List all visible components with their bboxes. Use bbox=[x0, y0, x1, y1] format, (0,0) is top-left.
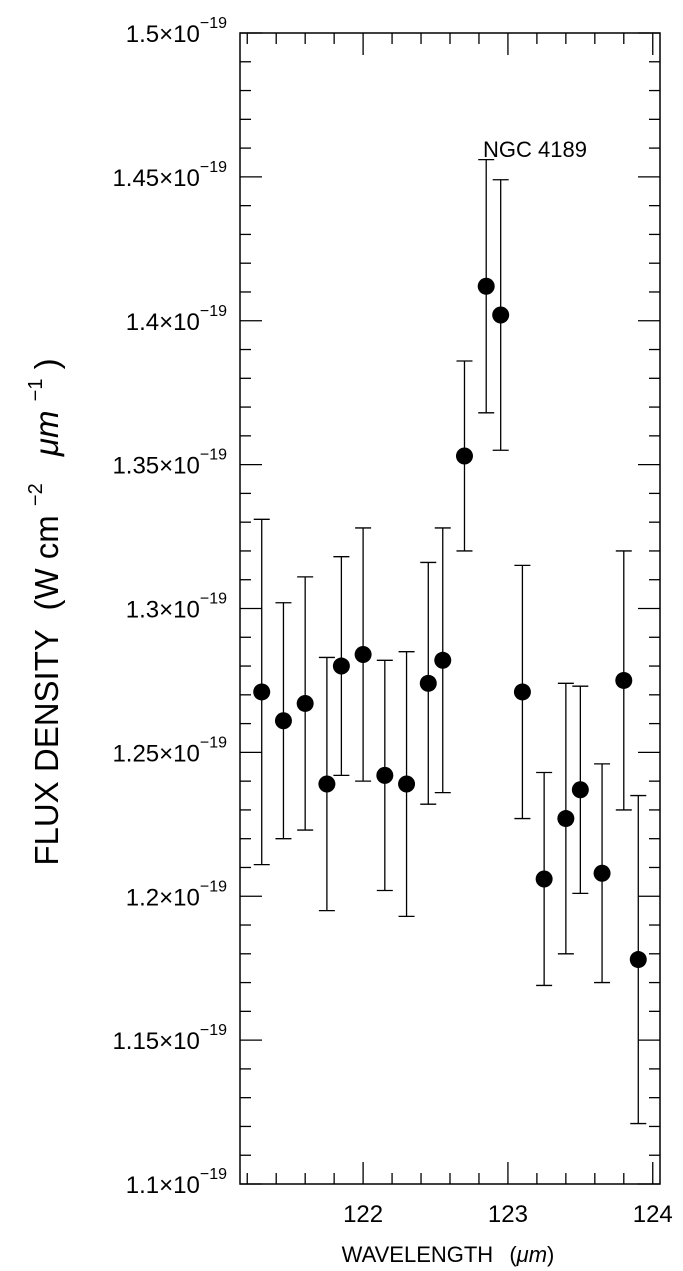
y-tick-label: 1.15×10−19 bbox=[112, 1022, 227, 1055]
data-point bbox=[296, 694, 314, 712]
y-tick-label: 1.4×10−19 bbox=[126, 303, 227, 336]
x-axis-label: WAVELENGTH (μm) bbox=[342, 1242, 555, 1267]
data-point bbox=[629, 951, 647, 969]
data-point bbox=[376, 766, 394, 784]
error-bars bbox=[253, 158, 647, 1125]
x-tick-label: 122 bbox=[343, 1201, 383, 1228]
data-point bbox=[253, 683, 271, 701]
data-point bbox=[332, 657, 350, 675]
x-tick-label: 123 bbox=[488, 1201, 528, 1228]
x-tick-labels: 122 123 124 bbox=[343, 1201, 673, 1228]
y-axis-unit-exp1: −2 bbox=[25, 483, 47, 506]
y-tick-label: 1.3×10−19 bbox=[126, 591, 227, 624]
y-tick-label: 1.25×10−19 bbox=[112, 734, 227, 767]
x-tick-label: 124 bbox=[633, 1201, 673, 1228]
data-point bbox=[477, 277, 495, 295]
y-tick-label: 1.1×10−19 bbox=[126, 1166, 227, 1199]
data-point bbox=[535, 870, 553, 888]
data-point bbox=[557, 810, 575, 828]
data-point bbox=[354, 646, 372, 664]
y-tick-labels: 1.1×10−19 1.15×10−19 1.2×10−19 1.25×10−19 1.… bbox=[112, 15, 227, 1199]
minor-ticks bbox=[240, 32, 660, 1185]
data-point bbox=[398, 775, 416, 793]
y-axis-label: FLUX DENSITY (W cm −2 μm −1 ) bbox=[12, 358, 65, 865]
y-axis-label-text: FLUX DENSITY bbox=[28, 629, 65, 866]
data-point bbox=[593, 864, 611, 882]
plot-frame bbox=[239, 32, 661, 1185]
data-point bbox=[615, 671, 633, 689]
data-point bbox=[434, 651, 452, 669]
ngc-annotation: NGC 4189 bbox=[483, 137, 587, 162]
y-axis-unit-open: (W cm bbox=[28, 515, 65, 610]
y-tick-label: 1.45×10−19 bbox=[112, 159, 227, 192]
data-point bbox=[318, 775, 336, 793]
y-axis-unit-mu: μm bbox=[28, 411, 65, 458]
data-point bbox=[274, 712, 292, 730]
data-point bbox=[492, 306, 510, 324]
y-tick-label: 1.5×10−19 bbox=[126, 15, 227, 48]
data-points bbox=[253, 277, 647, 969]
y-axis-unit-exp2: −1 bbox=[25, 379, 47, 402]
data-point bbox=[513, 683, 531, 701]
data-point bbox=[571, 781, 589, 799]
plot-border bbox=[239, 32, 661, 1185]
x-axis-unit: μm bbox=[516, 1242, 547, 1267]
data-point bbox=[455, 447, 473, 465]
y-axis-unit-close: ) bbox=[28, 358, 65, 369]
x-axis-label-text: WAVELENGTH bbox=[342, 1242, 494, 1267]
data-point bbox=[419, 674, 437, 692]
y-tick-label: 1.35×10−19 bbox=[112, 447, 227, 480]
y-tick-label: 1.2×10−19 bbox=[126, 878, 227, 911]
